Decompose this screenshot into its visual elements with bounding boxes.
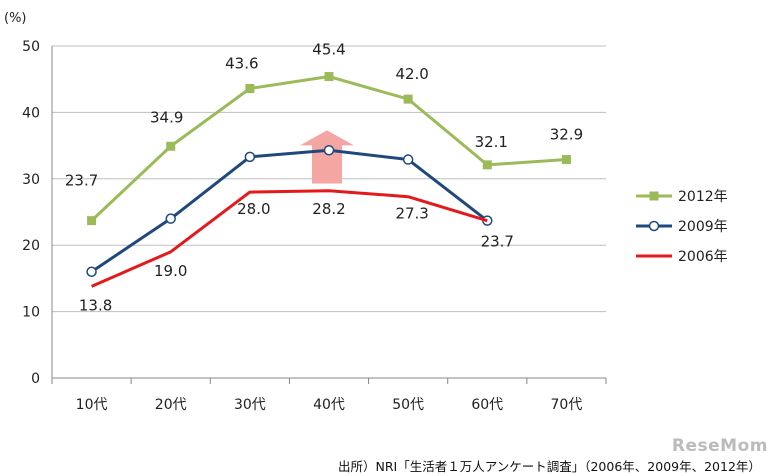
data-label-2006: 23.7	[481, 233, 514, 251]
up-arrow-annotation	[300, 130, 354, 184]
data-label-2012: 45.4	[312, 41, 345, 59]
data-label-2012: 42.0	[395, 65, 428, 83]
x-tick-label: 40代	[313, 397, 345, 413]
legend-marker-1	[648, 220, 660, 232]
legend-marker-0	[649, 191, 659, 201]
series-point-1	[402, 154, 414, 165]
x-tick-label: 20代	[155, 397, 187, 413]
data-label-2006: 28.0	[237, 200, 270, 218]
series-point-1	[244, 151, 256, 163]
x-tick-label: 50代	[392, 397, 424, 413]
source-note: 出所）NRI「生活者１万人アンケート調査」（2006年、2009年、2012年）	[338, 459, 761, 474]
legend-label-1: 2009年	[678, 219, 728, 235]
x-tick-label: 60代	[471, 397, 503, 413]
data-label-2012: 32.1	[475, 133, 508, 151]
series-point-0	[166, 141, 176, 151]
data-label-2006: 13.8	[79, 296, 112, 314]
y-tick-label-50: 50	[22, 39, 40, 55]
series-point-1	[323, 144, 335, 156]
y-tick-label-30: 30	[22, 172, 40, 188]
data-label-2006: 19.0	[154, 262, 187, 280]
data-label-2012: 23.7	[65, 172, 98, 190]
series-point-1	[165, 213, 176, 224]
series-point-0	[87, 216, 97, 226]
series-point-0	[403, 94, 413, 104]
x-tick-label: 10代	[76, 397, 108, 413]
legend-label-2: 2006年	[678, 249, 728, 265]
y-tick-label-40: 40	[22, 105, 40, 121]
data-label-2012: 43.6	[225, 54, 258, 72]
data-label-2006: 28.2	[312, 200, 345, 218]
data-label-2006: 27.3	[395, 205, 428, 223]
series-point-1	[86, 266, 97, 278]
series-line-2	[90, 189, 488, 288]
data-label-2012: 34.9	[150, 108, 183, 126]
data-label-2012: 32.9	[550, 126, 583, 144]
y-tick-label-20: 20	[22, 238, 40, 254]
y-axis-unit-label: (%)	[4, 11, 27, 26]
series-point-0	[245, 83, 255, 93]
series-point-0	[561, 155, 571, 165]
series-point-0	[324, 72, 334, 82]
x-tick-label: 30代	[234, 397, 266, 413]
series-point-0	[482, 160, 492, 170]
x-tick-label: 70代	[551, 397, 583, 413]
legend-label-0: 2012年	[678, 189, 728, 205]
y-tick-label-0: 0	[31, 371, 40, 387]
watermark-logo: ReseMom	[671, 436, 768, 456]
y-tick-label-10: 10	[22, 305, 40, 321]
series-line-1	[90, 148, 489, 274]
